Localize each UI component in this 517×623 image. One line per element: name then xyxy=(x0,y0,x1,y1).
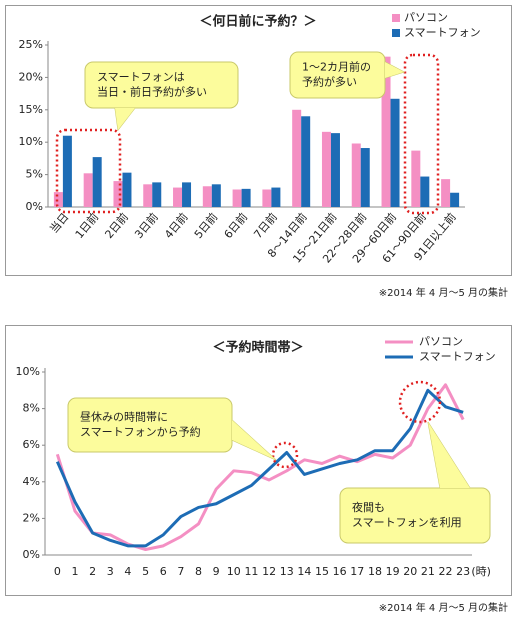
bar xyxy=(301,116,311,207)
y-tick-label: 0% xyxy=(26,200,43,213)
y-tick-label: 20% xyxy=(19,70,43,83)
callout-text: 1～2カ月前の xyxy=(302,60,371,74)
legend-label: スマートフォン xyxy=(404,26,481,39)
x-tick-label: 6 xyxy=(160,565,167,578)
bar xyxy=(441,179,451,207)
legend-label: パソコン xyxy=(419,335,463,348)
y-tick-label: 15% xyxy=(19,103,43,116)
bar xyxy=(152,182,162,207)
x-tick-label: 21 xyxy=(421,565,435,578)
highlight xyxy=(55,128,122,214)
x-tick-label: 5 xyxy=(142,565,149,578)
highlight xyxy=(398,380,442,424)
y-tick-label: 8% xyxy=(23,402,40,415)
x-tick-label: 20 xyxy=(403,565,417,578)
callout-text: 当日・前日予約が多い xyxy=(97,85,207,99)
legend-label: パソコン xyxy=(404,11,448,24)
x-tick-label: 7 xyxy=(177,565,184,578)
x-tick-label: 12 xyxy=(262,565,276,578)
callout-box xyxy=(84,61,239,109)
x-tick-label: 14 xyxy=(297,565,311,578)
y-tick-label: 2% xyxy=(23,511,40,524)
callout-tail-join xyxy=(385,62,404,78)
y-tick-label: 10% xyxy=(19,135,43,148)
x-tick-label: 11 xyxy=(244,565,258,578)
chart-title: ＜予約時間帯＞ xyxy=(212,340,303,356)
x-tick-label: 13 xyxy=(280,565,294,578)
x-tick-label: 17 xyxy=(350,565,364,578)
y-tick-label: 5% xyxy=(26,168,43,181)
x-tick-label: 1 xyxy=(71,565,78,578)
x-tick-label: 10 xyxy=(227,565,241,578)
bar xyxy=(390,98,400,207)
bar xyxy=(122,172,132,207)
bar xyxy=(321,131,331,207)
x-tick-label: 8 xyxy=(195,565,202,578)
bar xyxy=(113,181,123,207)
x-axis-label: (時) xyxy=(471,565,491,578)
highlight xyxy=(403,53,440,215)
bar xyxy=(360,148,370,207)
x-tick-label: 16 xyxy=(333,565,347,578)
callout-tail-join xyxy=(428,422,470,488)
y-tick-label: 0% xyxy=(23,548,40,561)
x-tick-label: 3 xyxy=(107,565,114,578)
callout-text: 夜間も xyxy=(352,500,385,514)
callout-text: 昼休みの時間帯に xyxy=(80,411,168,424)
bar xyxy=(83,173,93,207)
callout-text: スマートフォンから予約 xyxy=(80,425,201,439)
bar xyxy=(450,192,460,207)
bar xyxy=(271,187,281,207)
callout-box xyxy=(339,487,491,544)
y-tick-label: 4% xyxy=(23,475,40,488)
callout-tail-join xyxy=(115,108,135,130)
bar xyxy=(173,187,183,207)
bar xyxy=(411,150,421,207)
bar xyxy=(262,189,272,207)
footnote: ※2014 年 4 月～5 月の集計 xyxy=(379,601,508,614)
y-tick-label: 6% xyxy=(23,438,40,451)
callout-text: 予約が多い xyxy=(302,75,357,89)
x-tick-label: 18 xyxy=(368,565,382,578)
bar xyxy=(53,192,63,207)
bar xyxy=(330,133,340,207)
y-tick-label: 25% xyxy=(19,38,43,51)
x-tick-label: 15 xyxy=(315,565,329,578)
bar xyxy=(232,189,242,207)
bar xyxy=(202,186,212,207)
x-tick-label: 23 xyxy=(456,565,470,578)
bar xyxy=(420,176,430,207)
x-tick-label: 4 xyxy=(124,565,131,578)
chart-frame xyxy=(5,325,512,596)
y-tick-label: 10% xyxy=(16,365,40,378)
legend-label: スマートフォン xyxy=(419,350,496,363)
bar xyxy=(92,157,102,207)
callout-text: スマートフォンを利用 xyxy=(352,516,462,529)
bar xyxy=(211,184,221,207)
x-tick-label: 9 xyxy=(213,565,220,578)
x-tick-label: 22 xyxy=(439,565,453,578)
legend-swatch xyxy=(392,29,400,37)
line xyxy=(55,388,464,548)
chart-frame xyxy=(5,5,512,276)
bar xyxy=(182,182,192,207)
chart-title: ＜何日前に予約？＞ xyxy=(199,14,316,30)
highlight xyxy=(271,441,299,469)
x-tick-label: 0 xyxy=(54,565,61,578)
footnote: ※2014 年 4 月～5 月の集計 xyxy=(379,286,508,299)
x-tick-label: 2 xyxy=(89,565,96,578)
x-tick-label: 19 xyxy=(386,565,400,578)
callout-text: スマートフォンは xyxy=(97,71,185,84)
callout-tail-join xyxy=(232,420,276,460)
bar xyxy=(292,109,302,207)
legend-swatch xyxy=(392,14,400,22)
bar xyxy=(241,188,251,207)
bar xyxy=(381,56,391,207)
bar xyxy=(351,143,361,207)
bar xyxy=(62,135,72,207)
bar xyxy=(143,184,153,207)
